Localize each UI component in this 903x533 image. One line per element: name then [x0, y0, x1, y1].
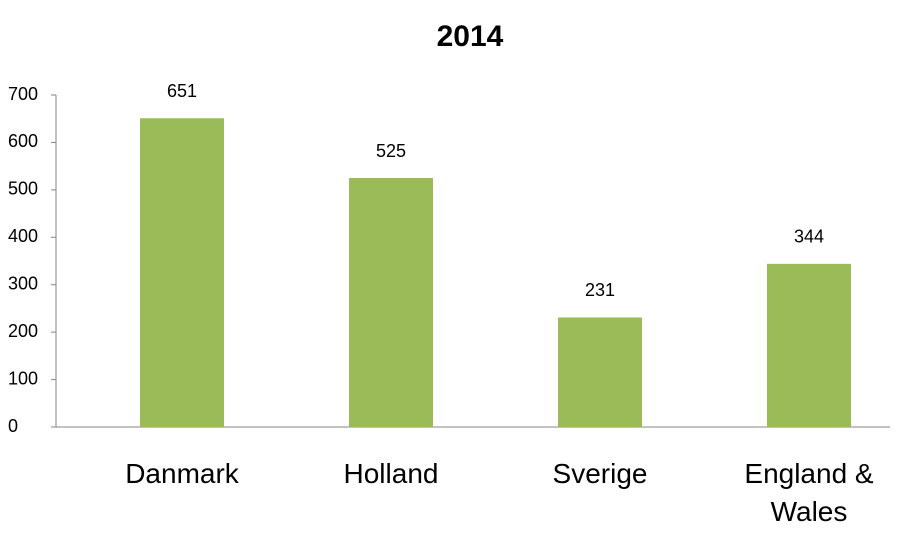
- y-tick-label: 700: [8, 84, 38, 104]
- y-tick-label: 500: [8, 179, 38, 199]
- data-label: 525: [376, 141, 406, 161]
- data-label: 344: [794, 227, 824, 247]
- y-tick-label: 0: [8, 416, 18, 436]
- y-tick-label: 100: [8, 368, 38, 388]
- chart-title: 2014: [437, 20, 504, 53]
- x-tick-label: Holland: [343, 458, 439, 489]
- data-label: 651: [167, 81, 197, 101]
- data-label: 231: [585, 280, 615, 300]
- x-tick-label: Danmark: [125, 458, 239, 489]
- x-tick-label: England & Wales: [744, 458, 874, 527]
- bar: [349, 178, 433, 427]
- y-tick-label: 200: [8, 321, 38, 341]
- bar: [767, 263, 851, 427]
- bar: [140, 118, 224, 428]
- y-tick-label: 300: [8, 273, 38, 293]
- x-tick-label: Sverige: [552, 458, 648, 489]
- bar: [558, 317, 642, 427]
- y-tick-label: 600: [8, 131, 38, 151]
- y-tick-label: 400: [8, 226, 38, 246]
